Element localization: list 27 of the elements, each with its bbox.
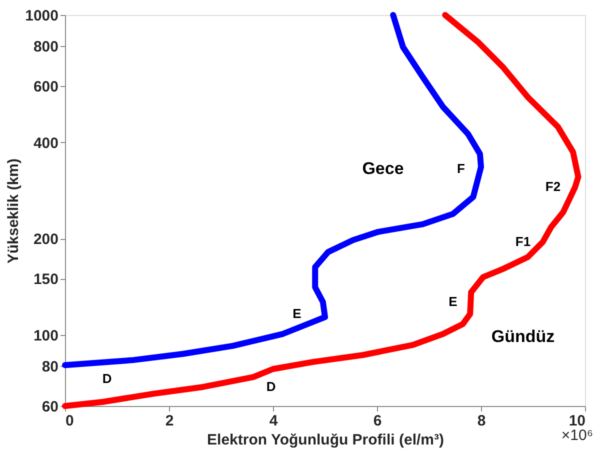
x-tick-label: 6 (373, 412, 382, 430)
annotation: E (292, 306, 302, 321)
y-tick-label: 60 (42, 398, 58, 416)
annotation: Gece (362, 159, 404, 178)
y-tick-label: 800 (33, 38, 58, 56)
y-tick-label: 80 (42, 358, 58, 376)
y-tick-label: 150 (33, 271, 58, 288)
x-tick-label: 4 (269, 412, 278, 430)
annotation: F1 (515, 234, 531, 249)
annotation: D (266, 379, 276, 394)
y-tick-label: 400 (33, 134, 58, 152)
annotation: F2 (545, 179, 561, 194)
y-tick-label: 200 (33, 231, 58, 248)
text: ×10⁶ (561, 427, 593, 444)
x-axis-title: Elektron Yoğunluğu Profili (el/m³) (207, 432, 444, 448)
x-tick-label: 10 (568, 412, 586, 430)
y-tick-label: 600 (33, 78, 58, 96)
annotation: Gündüz (491, 327, 555, 346)
y-tick-label: 100 (33, 328, 58, 345)
x-tick-label: 8 (477, 412, 486, 430)
annotation: E (448, 294, 458, 309)
x-tick-label: 0 (66, 412, 74, 430)
annotation: F (457, 161, 466, 176)
y-axis-title: Yükseklik (km) (5, 158, 22, 264)
x-tick-label: 2 (165, 412, 174, 430)
y-tick-label: 1000 (25, 8, 58, 24)
annotation: D (102, 371, 112, 386)
